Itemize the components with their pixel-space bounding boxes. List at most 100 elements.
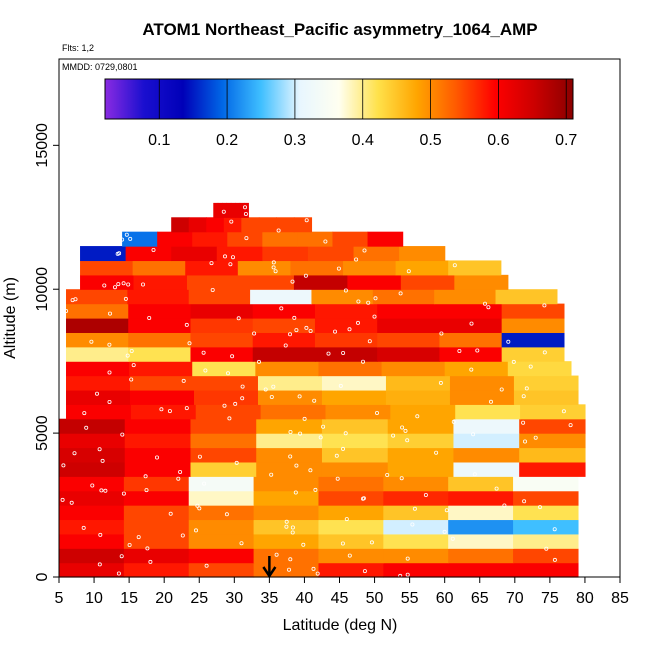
flight-track-point [336,266,341,271]
heatmap-cell [59,533,125,549]
heatmap-cell [239,202,245,218]
flight-track-point [98,532,103,537]
heatmap-cell [448,548,514,564]
x-tick-label: 75 [541,590,559,607]
heatmap-cell [188,476,255,492]
heatmap-cell [449,375,515,391]
heatmap-cell [123,562,190,578]
flight-track-point [312,398,317,403]
flight-track-point [406,269,411,274]
flight-track-point [236,316,241,321]
heatmap-cell [395,260,449,276]
heatmap-cell [250,289,313,305]
flight-track-point [274,552,279,557]
flight-track-point [221,209,226,214]
flight-track-point [522,499,527,504]
flight-track-point [84,425,89,430]
heatmap-cell [190,303,254,319]
heatmap-cell [257,375,323,391]
mmdd-label: MMDD: 0729,0801 [62,62,138,72]
flight-track-point [128,236,133,241]
flight-track-point [97,447,102,452]
heatmap-cell [307,246,355,262]
heatmap-cell [321,375,387,391]
flight-track-point [167,409,172,414]
heatmap-cell [297,231,334,247]
flight-track-point [400,425,405,430]
flight-track-point [100,458,105,463]
flight-track-point [412,506,417,511]
flight-track-point [195,503,200,508]
plot-area [58,58,621,578]
heatmap-cell [321,418,389,434]
flight-track-point [538,505,543,510]
flight-track-point [334,453,339,458]
heatmap-cell [314,346,378,362]
heatmap-cell [123,490,190,506]
flight-track-point [125,353,130,358]
x-tick-label: 15 [120,590,138,607]
heatmap-cell [125,246,172,262]
heatmap-cell [321,389,387,405]
flight-track-point [303,273,308,278]
flight-track-point [288,557,293,562]
flight-track-point [184,322,189,327]
heatmap-cell [347,274,402,290]
flight-track-point [399,476,404,481]
flight-track-point [568,423,573,428]
flight-track-point [297,394,302,399]
heatmap-cell [253,562,320,578]
x-tick-label: 80 [576,590,594,607]
heatmap-cell [513,562,579,578]
flight-track-point [227,416,232,421]
flight-track-point [469,367,474,372]
flight-track-point [72,451,77,456]
flight-track-point [385,472,390,477]
flight-track-point [234,460,239,465]
flight-track-point [242,205,247,210]
flight-track-point [415,414,420,419]
x-tick-label: 25 [190,590,208,607]
flight-track-point [442,529,447,534]
x-tick-label: 85 [611,590,629,607]
heatmap-cell [66,361,130,377]
heatmap-cell [66,375,131,391]
flight-track-point [229,219,234,224]
heatmap-cell [501,346,565,362]
flight-track-point [434,450,439,455]
flight-track-point [340,541,345,546]
flight-track-point [129,348,134,353]
heatmap-cell [252,318,316,333]
flight-track-point [273,269,278,274]
flight-track-point [64,308,69,313]
flight-track-point [279,306,284,311]
heatmap-cell [387,447,455,463]
flight-track-point [271,384,276,389]
x-axis: 5 10 15 20 25 30 35 40 45 50 55 60 65 70 75 80 85 [55,577,629,607]
heatmap-cell [453,433,520,449]
x-tick-label: 35 [260,590,278,607]
flight-track-point [304,218,309,223]
flight-track-point [444,508,449,513]
flight-track-point [343,288,348,293]
flight-track-point [107,342,112,347]
heatmap-cell [448,476,514,492]
heatmap-cell [66,389,131,405]
heatmap-cell [217,202,223,218]
flight-track-point [116,282,121,287]
heatmap-cell [318,519,384,535]
heatmap-cell [513,375,579,391]
flight-track-point [222,403,227,408]
flight-track-point [452,263,457,268]
heatmap-cell [80,260,134,276]
flight-track-point [209,261,214,266]
flight-track-point [90,483,95,488]
heatmap-cell [190,346,254,362]
flight-track-point [475,348,480,353]
flight-track-point [107,370,112,375]
flight-track-point [136,535,141,540]
heatmap-cell [372,289,435,305]
flight-track-point [224,512,229,517]
heatmap-cell [66,303,129,319]
heatmap-cell [237,260,292,276]
